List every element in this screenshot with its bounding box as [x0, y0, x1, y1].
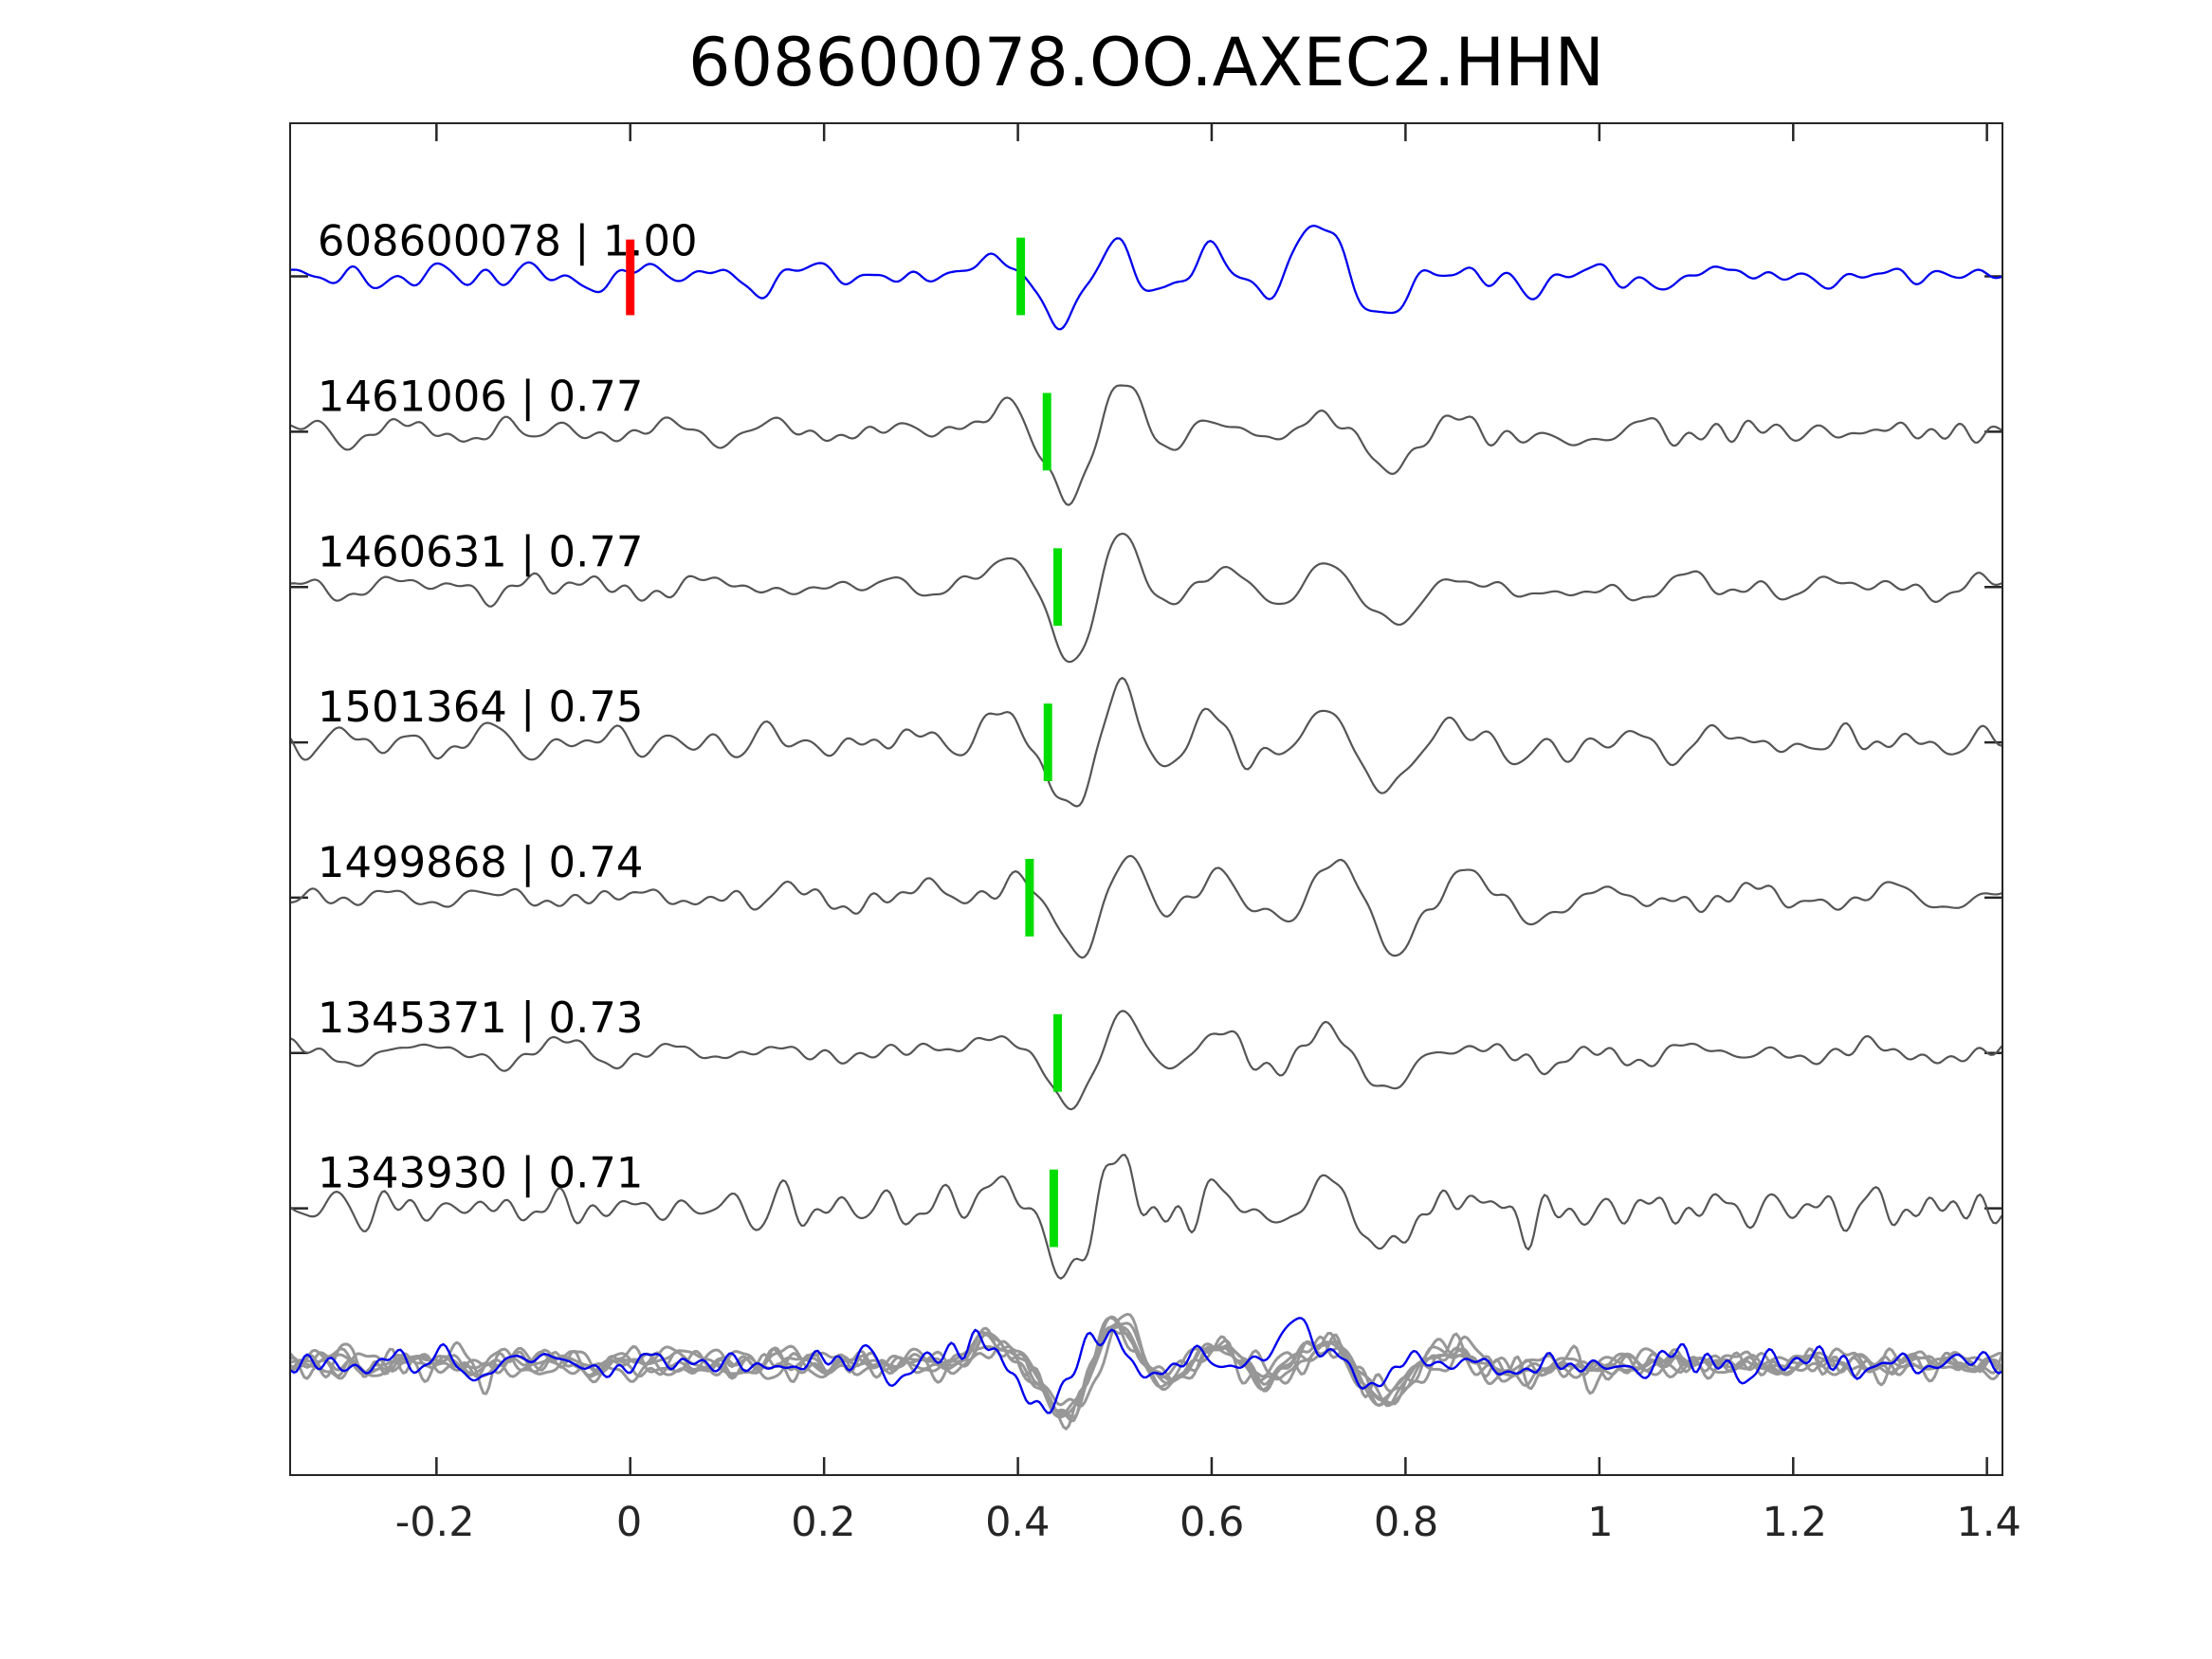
- x-tick-label: 0.4: [985, 1499, 1051, 1546]
- plot-title: 608600078.OO.AXEC2.HHN: [687, 24, 1605, 101]
- trace-label: 1499868 | 0.74: [318, 837, 644, 887]
- overlay-template-trace: [291, 1322, 2002, 1419]
- waveform-canvas: 608600078 | 1.00 1461006 | 0.77 1460631 | …: [291, 124, 2002, 1474]
- template-trace: [291, 676, 2002, 808]
- template-trace: [291, 1010, 2002, 1111]
- pick-marker: [1043, 703, 1052, 781]
- x-tick-label: 0.2: [791, 1499, 856, 1546]
- template-trace: [291, 532, 2002, 664]
- template-trace: [291, 854, 2002, 959]
- trace-label: 1345371 | 0.73: [318, 993, 644, 1043]
- x-tick-label: 1: [1587, 1499, 1614, 1546]
- pick-marker: [1016, 237, 1026, 316]
- trace-label: 1461006 | 0.77: [318, 371, 644, 421]
- template-trace: [291, 1154, 2002, 1280]
- pick-marker: [1042, 392, 1051, 471]
- x-tick-label: 0: [615, 1499, 643, 1546]
- trace-label: 1343930 | 0.71: [318, 1148, 644, 1198]
- overlay-template-trace: [291, 1315, 2002, 1419]
- trace-label: 1460631 | 0.77: [318, 526, 644, 576]
- pick-marker: [1053, 548, 1062, 627]
- origin-marker: [626, 239, 635, 316]
- plot-area: 608600078 | 1.00 1461006 | 0.77 1460631 | …: [289, 122, 2003, 1476]
- pick-marker: [1049, 1169, 1058, 1248]
- x-tick-label: 1.4: [1956, 1499, 2021, 1546]
- overlay-reference-trace: [291, 1317, 2002, 1414]
- trace-label: 1501364 | 0.75: [318, 682, 644, 732]
- x-tick-label: -0.2: [394, 1499, 475, 1546]
- overlay-template-trace: [291, 1325, 2002, 1423]
- trace-label: 608600078 | 1.00: [318, 216, 698, 266]
- pick-marker: [1053, 1013, 1062, 1092]
- x-tick-label: 0.6: [1179, 1499, 1245, 1546]
- reference-trace: [291, 225, 2002, 331]
- template-trace: [291, 384, 2002, 506]
- pick-marker: [1025, 859, 1034, 937]
- x-tick-label: 1.2: [1762, 1499, 1827, 1546]
- x-tick-label: 0.8: [1373, 1499, 1439, 1546]
